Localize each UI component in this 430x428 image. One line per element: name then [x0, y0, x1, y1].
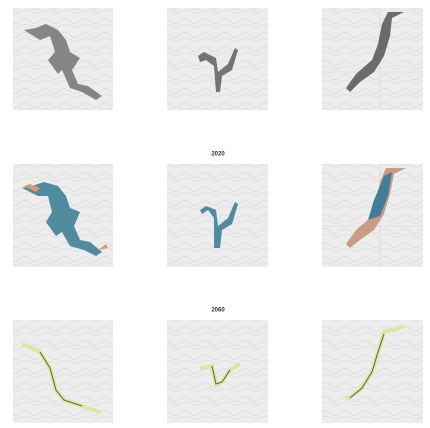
reservoir: [22, 182, 102, 256]
terrain: [167, 8, 268, 110]
reservoir: [200, 202, 238, 248]
reservoir: [198, 48, 238, 92]
terrain: [167, 164, 268, 267]
tile-row-1: [13, 8, 423, 110]
reservoir: [24, 24, 102, 100]
channel: [39, 351, 83, 407]
reservoir: [368, 172, 392, 220]
terrain: [13, 320, 113, 423]
row-label: 2020: [211, 152, 225, 158]
tile-row-2: [13, 164, 423, 267]
terrain: [167, 320, 268, 423]
row-label: 2060: [211, 308, 225, 314]
channel: [211, 365, 231, 385]
reservoir: [346, 12, 404, 92]
tile-row-3: [13, 320, 423, 423]
channel: [349, 333, 385, 399]
